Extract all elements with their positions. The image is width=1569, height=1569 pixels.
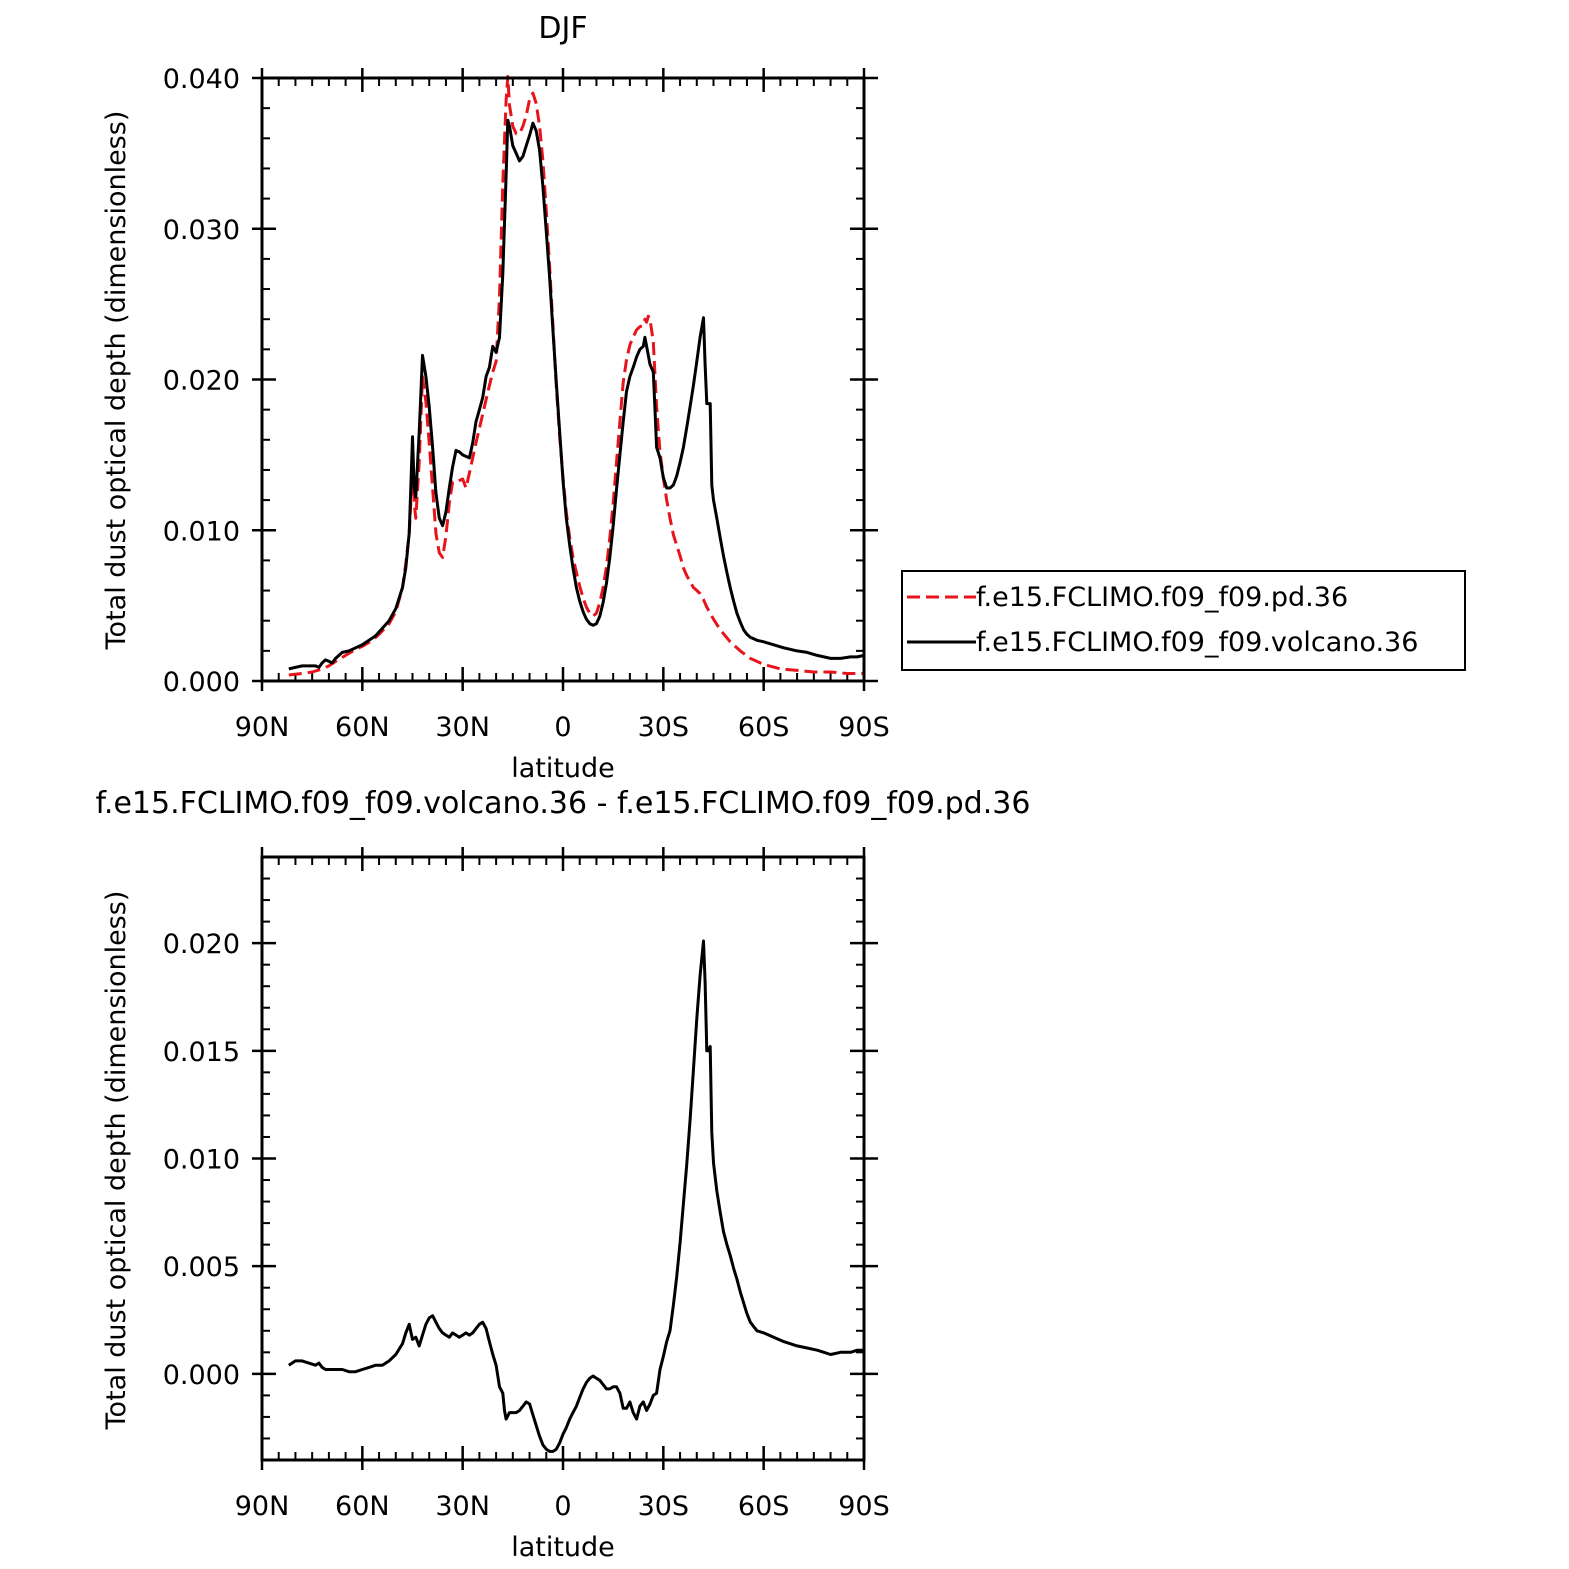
x-tick-label: 90S — [838, 1491, 890, 1522]
plot-frame — [260, 855, 866, 1462]
plot-frame — [260, 76, 866, 683]
x-tick-label: 90S — [838, 712, 890, 743]
x-tick-label: 60N — [335, 712, 390, 743]
difference-panel: f.e15.FCLIMO.f09_f09.volcano.36 - f.e15.… — [96, 786, 1031, 1563]
panel-title: DJF — [538, 11, 587, 46]
y-tick-label: 0.005 — [163, 1252, 240, 1283]
y-tick-label: 0.000 — [163, 1360, 240, 1391]
tick-group: 90N 60N 30N 0 30S 60S 90S 0.000 0.010 0.020 0.030 0… — [163, 64, 890, 743]
panel-title: f.e15.FCLIMO.f09_f09.volcano.36 - f.e15.… — [96, 786, 1031, 821]
x-tick-label: 30N — [435, 712, 490, 743]
x-axis-label: latitude — [511, 1532, 615, 1563]
x-tick-label: 0 — [554, 712, 571, 743]
x-tick-label: 0 — [554, 1491, 571, 1522]
legend-label-pd: f.e15.FCLIMO.f09_f09.pd.36 — [976, 582, 1348, 613]
legend-box — [901, 570, 1466, 671]
y-tick-label: 0.010 — [163, 516, 240, 547]
x-tick-label: 60S — [738, 1491, 790, 1522]
djf-panel: DJF 90N 60N 30N 0 30S 60S 90S 0.000 0.010 0.020 0.… — [101, 11, 1466, 784]
y-tick-label: 0.015 — [163, 1037, 240, 1068]
y-tick-label: 0.020 — [163, 366, 240, 397]
x-tick-label: 30S — [638, 712, 690, 743]
x-tick-label: 30S — [638, 1491, 690, 1522]
x-tick-label: 60N — [335, 1491, 390, 1522]
legend: f.e15.FCLIMO.f09_f09.pd.36 f.e15.FCLIMO.… — [901, 570, 1466, 671]
legend-label-volcano: f.e15.FCLIMO.f09_f09.volcano.36 — [976, 627, 1418, 658]
x-axis-label: latitude — [511, 753, 615, 784]
tick-group: 90N 60N 30N 0 30S 60S 90S 0.000 0.005 0.010 0.015 0… — [163, 847, 890, 1522]
series-group — [287, 939, 864, 1453]
y-tick-label: 0.020 — [163, 929, 240, 960]
x-tick-label: 90N — [235, 712, 290, 743]
x-tick-label: 60S — [738, 712, 790, 743]
y-tick-label: 0.030 — [163, 215, 240, 246]
y-axis-label: Total dust optical depth (dimensionless) — [101, 891, 132, 1431]
y-tick-label: 0.010 — [163, 1145, 240, 1176]
y-tick-label: 0.040 — [163, 64, 240, 95]
y-axis-label: Total dust optical depth (dimensionless) — [101, 111, 132, 651]
series-line-volcano-36 — [288, 118, 865, 671]
series-line-difference — [287, 939, 864, 1453]
series-group — [288, 75, 865, 677]
y-tick-label: 0.000 — [163, 667, 240, 698]
x-tick-label: 90N — [235, 1491, 290, 1522]
x-tick-label: 30N — [435, 1491, 490, 1522]
